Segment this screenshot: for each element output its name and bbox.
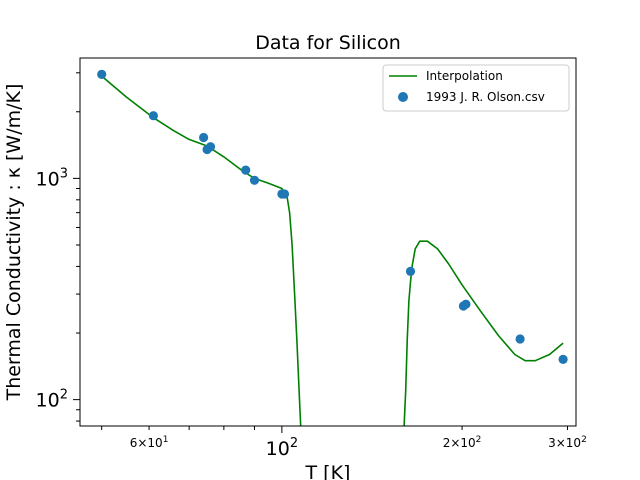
x-minor-tick-label: 6×101 [130,435,169,450]
data-point [249,175,260,185]
data-point [405,266,416,276]
data-point [205,142,216,152]
chart-title: Data for Silicon [255,32,401,54]
y-major-tick-label: 103 [36,166,68,190]
legend: Interpolation 1993 J. R. Olson.csv [382,64,570,112]
legend-box [382,64,570,112]
data-point [279,189,290,199]
series-layer [97,69,568,426]
legend-label-interpolation: Interpolation [426,69,503,83]
data-point [558,354,568,364]
legend-swatch-olson-data [398,92,408,102]
x-major-tick-label: 102 [266,436,298,460]
plot-frame [79,57,577,427]
data-point [148,111,158,121]
plot-area [79,57,577,427]
interpolation-line-segment-2 [403,240,564,426]
data-point [515,334,525,344]
data-point [461,299,471,309]
x-axis: 102 6×101 2×102 3×102 [101,426,587,460]
y-major-tick-label: 102 [36,388,68,412]
x-minor-tick-label: 3×102 [548,435,587,450]
legend-label-olson-data: 1993 J. R. Olson.csv [426,90,545,104]
x-minor-tick-label: 2×102 [443,435,482,450]
data-point [199,132,209,143]
x-axis-label: T [K] [305,462,351,480]
data-point [97,69,107,79]
interpolation-line-segment-1 [101,75,302,426]
y-axis: 102 103 [36,72,80,422]
data-point [241,165,251,175]
y-axis-label: Thermal Conductivity : κ [W/m/K] [3,84,25,402]
